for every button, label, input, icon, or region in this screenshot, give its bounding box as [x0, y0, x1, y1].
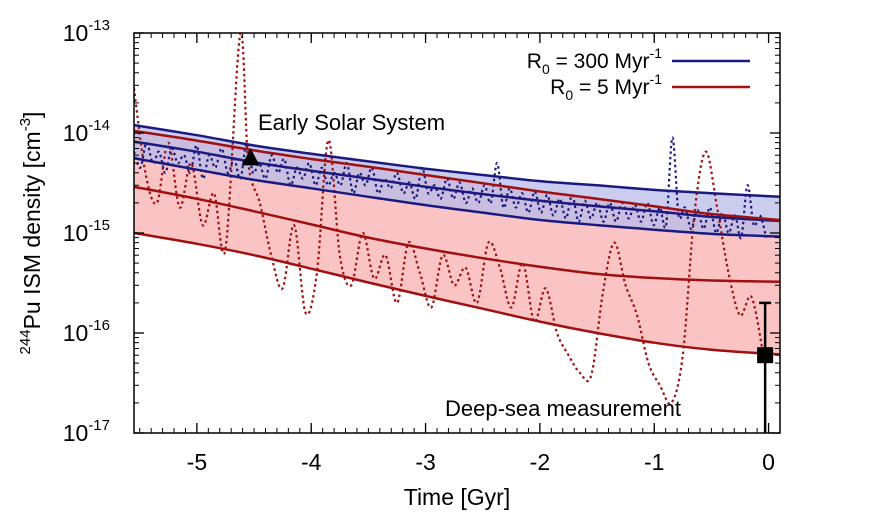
y-tick-label: 10-13 — [63, 17, 110, 46]
band-line-1-lower — [134, 231, 780, 356]
band-line-0-upper — [134, 123, 780, 199]
annotations: Early Solar System Deep-sea measurement — [241, 110, 774, 433]
early-solar-system-label: Early Solar System — [258, 110, 445, 135]
y-tick-label: 10-17 — [63, 417, 110, 446]
dotted-series-0 — [134, 136, 768, 240]
band-line-1-median — [134, 185, 780, 284]
x-tick-label: -2 — [530, 449, 550, 475]
y-tick-label: 10-15 — [63, 217, 110, 246]
x-tick-label: -5 — [187, 449, 207, 475]
axes: -5 -4 -3 -2 -1 0 10-17 10-16 10-15 10-14 10-13 Time… — [17, 17, 781, 510]
x-tick-label: -4 — [301, 449, 322, 475]
deep-sea-marker — [757, 347, 774, 364]
band-line-0-lower — [134, 156, 780, 238]
early-solar-system-marker — [241, 148, 260, 166]
sample-histories — [134, 33, 768, 405]
y-tick-label: 10-16 — [63, 317, 110, 346]
x-tick-label: -1 — [644, 449, 664, 475]
y-tick-label: 10-14 — [63, 117, 110, 146]
legend: R0 = 300 Myr-1R0 = 5 Myr-1 — [527, 45, 750, 103]
x-axis-title: Time [Gyr] — [404, 484, 510, 510]
legend-label-1: R0 = 5 Myr-1 — [550, 71, 662, 103]
x-tick-label: -3 — [415, 449, 435, 475]
dotted-series-1 — [134, 33, 764, 405]
deep-sea-label: Deep-sea measurement — [445, 396, 681, 421]
y-axis-title: 244Pu ISM density [cm-3] — [17, 112, 45, 355]
legend-label-0: R0 = 300 Myr-1 — [527, 45, 662, 77]
x-tick-label: 0 — [762, 449, 775, 475]
